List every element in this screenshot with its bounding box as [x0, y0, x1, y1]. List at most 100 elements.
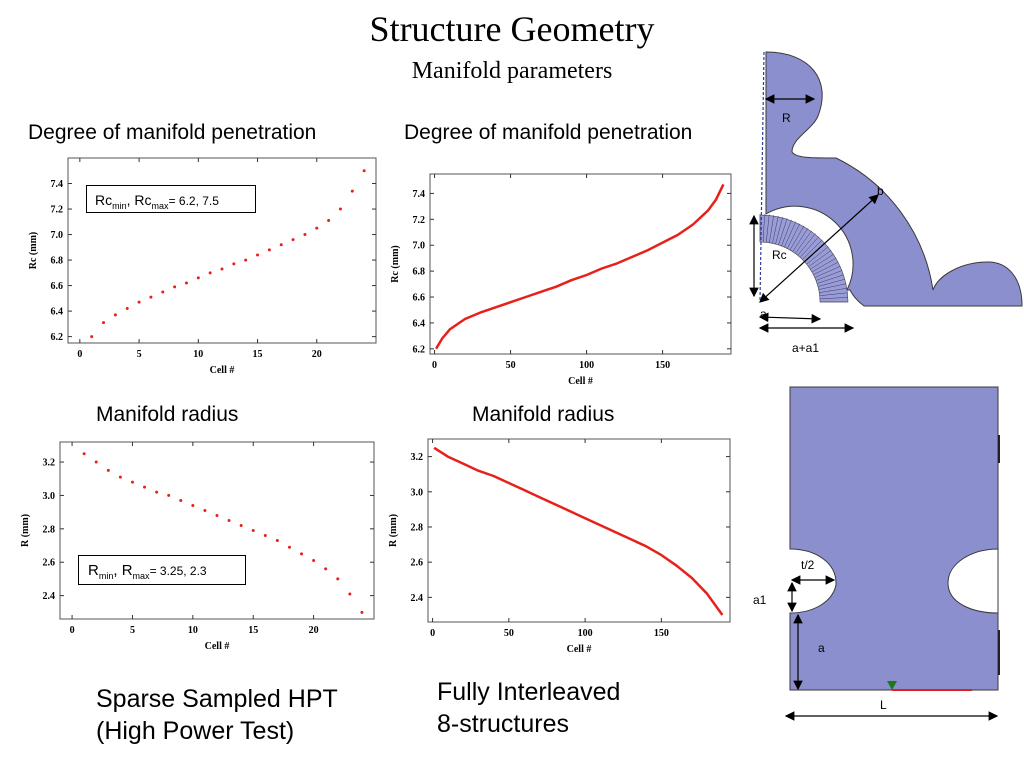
rc-sep: ,: [126, 192, 135, 208]
data-point: [279, 243, 283, 247]
data-point: [179, 498, 183, 502]
data-point: [251, 529, 255, 532]
manifold-slot-diagram: t/2 a1 a L: [753, 386, 1000, 721]
y-tick-label: 7.0: [413, 241, 426, 252]
heading-rc-right: Degree of manifold penetration: [404, 121, 693, 144]
y-axis-label: Rc (mm): [28, 232, 39, 269]
data-point: [82, 452, 86, 456]
data-point: [267, 248, 271, 252]
x-axis-label: Cell #: [568, 376, 593, 387]
y-tick-label: 7.2: [413, 215, 426, 226]
rc-max-sub: max: [151, 200, 169, 211]
data-point: [102, 321, 106, 325]
x-tick-label: 0: [77, 349, 82, 360]
data-point: [263, 534, 267, 538]
rc-range-box: Rcmin, Rcmax= 6.2, 7.5: [86, 185, 256, 213]
caption-left: Sparse Sampled HPT (High Power Test): [96, 683, 338, 747]
data-point: [350, 189, 354, 193]
x-tick-label: 0: [430, 628, 435, 639]
r-min-sub: min: [98, 571, 114, 581]
label-a-a1: a+a1: [792, 341, 819, 355]
plot-frame: [429, 173, 732, 355]
slide-subtitle: Manifold parameters: [411, 58, 613, 84]
data-point: [362, 169, 366, 173]
dim-b-arrow: [759, 194, 879, 303]
data-point: [303, 233, 307, 237]
chart-r-sparse: 0 5 10 15 20 2.4 2.6 2.8 3.0 3.2 Cell # R (mm): [20, 441, 375, 652]
y-tick-label: 3.2: [43, 458, 56, 469]
data-point: [232, 262, 236, 266]
x-tick-label: 100: [578, 628, 593, 639]
x-axis-label: Cell #: [205, 641, 230, 652]
rc-min-sub: min: [112, 200, 127, 211]
y-tick-label: 2.8: [411, 522, 424, 533]
data-point: [203, 508, 207, 512]
r-min-label: R: [88, 562, 99, 579]
data-point: [360, 610, 364, 614]
caption-left-line2: (High Power Test): [96, 717, 295, 745]
y-tick-label: 2.6: [43, 558, 56, 569]
y-tick-label: 6.6: [51, 281, 64, 292]
x-tick-label: 0: [70, 625, 75, 636]
rc-min-label: Rc: [95, 192, 113, 208]
data-point: [338, 207, 342, 211]
data-point: [90, 335, 94, 339]
r-range-value: = 3.25, 2.3: [149, 564, 207, 578]
chart-r-full: 0 50 100 150 2.4 2.6 2.8 3.0 3.2 Cell # R (mm): [388, 438, 731, 655]
y-tick-label: 3.0: [43, 491, 56, 502]
rc-max-label: Rc: [134, 192, 152, 208]
data-point: [137, 300, 141, 304]
data-point: [227, 518, 231, 522]
data-point: [191, 503, 195, 507]
data-point: [327, 219, 331, 223]
y-tick-label: 6.8: [413, 267, 426, 278]
x-tick-label: 150: [655, 360, 670, 371]
heading-r-right: Manifold radius: [472, 403, 615, 426]
x-tick-label: 20: [309, 625, 319, 636]
data-point: [143, 485, 147, 489]
manifold-block-shape: [789, 386, 999, 691]
x-tick-label: 50: [506, 360, 516, 371]
x-tick-label: 10: [193, 349, 203, 360]
data-point: [348, 592, 352, 596]
data-point: [118, 475, 122, 479]
data-point: [312, 559, 316, 563]
r-max-label: R: [121, 562, 133, 579]
y-tick-label: 2.8: [43, 524, 56, 535]
data-point: [336, 577, 340, 581]
caption-left-line1: Sparse Sampled HPT: [96, 685, 338, 713]
y-tick-label: 6.4: [51, 307, 64, 318]
x-tick-label: 100: [579, 360, 594, 371]
data-point: [94, 460, 98, 464]
y-tick-label: 7.4: [51, 179, 64, 190]
y-tick-label: 3.0: [411, 487, 424, 498]
data-series-line: [433, 446, 724, 616]
chart-rc-sparse: 0 5 10 15 20 6.2 6.4 6.6 6.8 7.0 7.2 7.4 Cell # Rc (m…: [28, 157, 377, 376]
y-tick-label: 6.2: [51, 332, 64, 343]
heading-rc-left: Degree of manifold penetration: [28, 121, 317, 144]
label-a1: a1: [753, 593, 767, 607]
data-point: [220, 267, 224, 271]
label-b: b: [877, 184, 884, 198]
data-point: [300, 552, 304, 556]
x-tick-label: 20: [312, 349, 322, 360]
slide-title: Structure Geometry: [369, 9, 655, 49]
chart-rc-full: 0 50 100 150 6.2 6.4 6.6 6.8 7.0 7.2 7.4 Cell # Rc (…: [390, 173, 732, 387]
x-tick-label: 5: [137, 349, 142, 360]
data-point: [239, 523, 243, 527]
x-tick-label: 15: [248, 625, 258, 636]
data-point: [106, 468, 110, 472]
y-tick-label: 7.2: [51, 205, 64, 216]
r-sep: ,: [113, 562, 122, 579]
y-tick-label: 2.4: [411, 593, 424, 604]
data-point: [196, 276, 200, 280]
x-axis-label: Cell #: [567, 644, 592, 655]
y-tick-label: 6.6: [413, 293, 426, 304]
data-point: [287, 545, 291, 549]
data-point: [125, 307, 129, 311]
caption-right-line1: Fully Interleaved: [437, 678, 621, 706]
rc-range-value: = 6.2, 7.5: [168, 194, 219, 208]
label-R: R: [782, 111, 791, 125]
caption-right: Fully Interleaved 8-structures: [437, 676, 620, 740]
data-point: [208, 271, 212, 275]
